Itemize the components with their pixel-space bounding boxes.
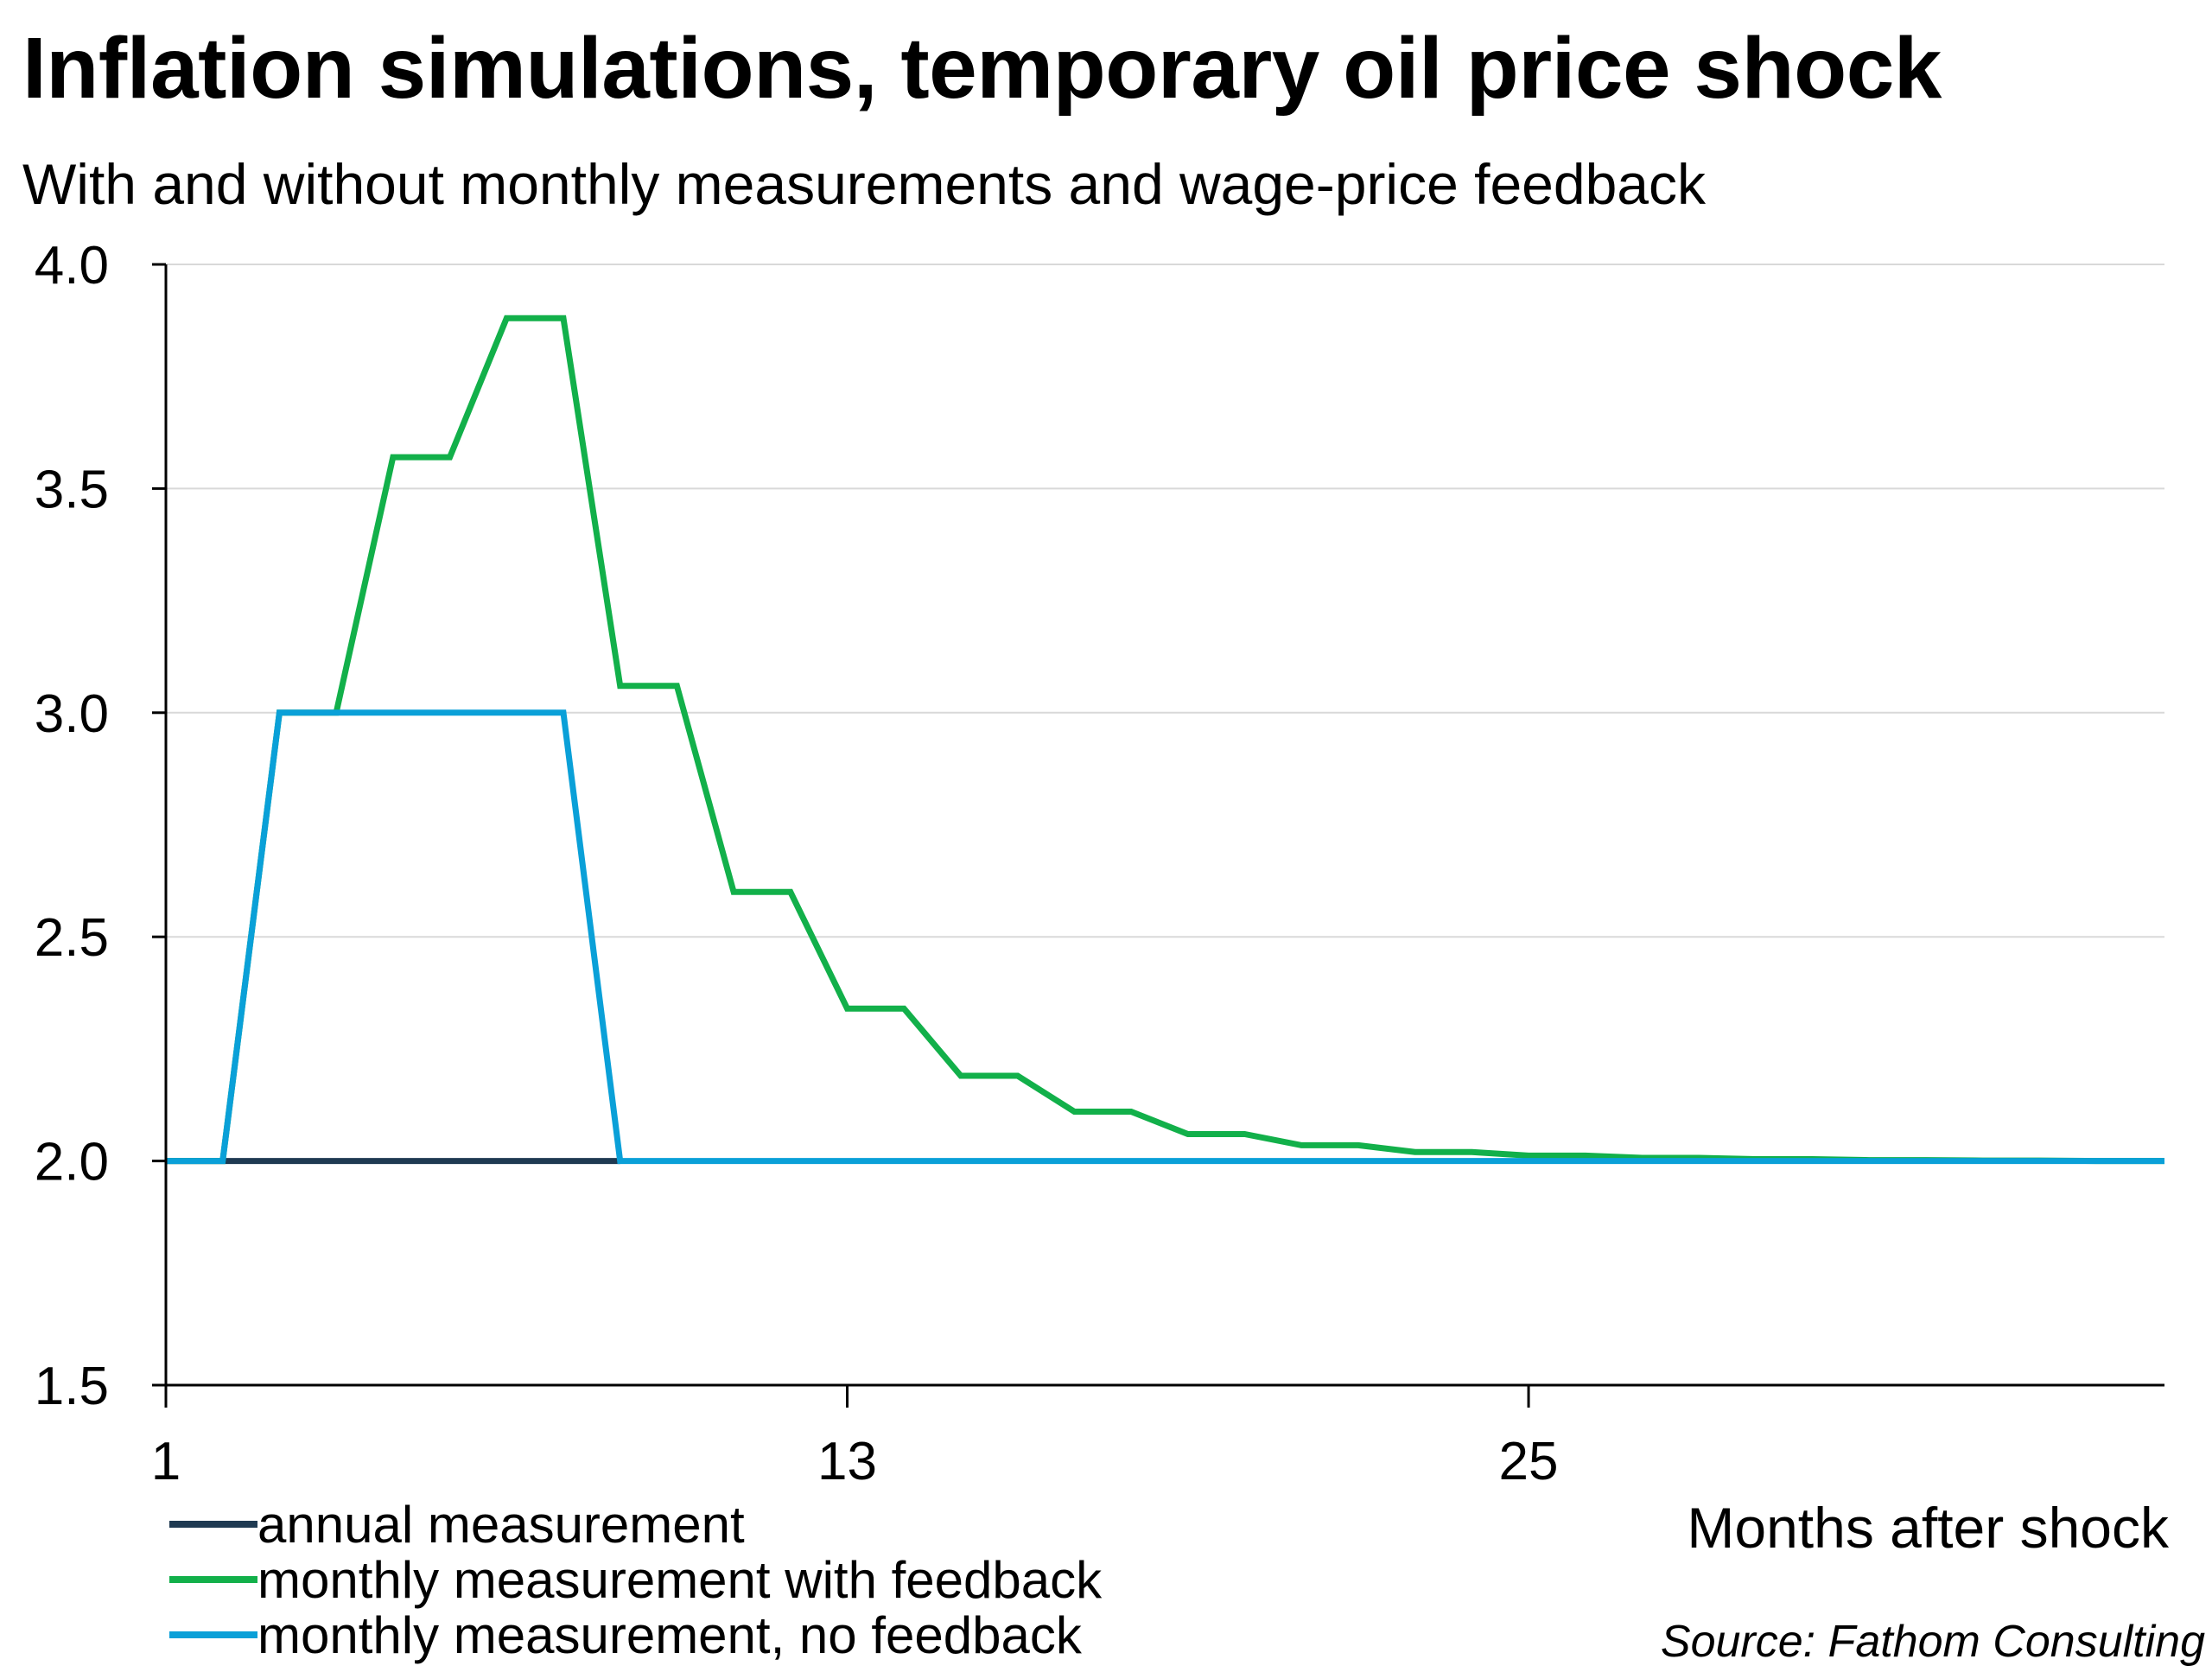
y-tick-label-1: 3.5 bbox=[35, 460, 109, 519]
series-line-1 bbox=[166, 315, 2164, 1165]
x-axis-label: Months after shock bbox=[1687, 1496, 2169, 1560]
legend-item-annual: annual measurement bbox=[169, 1495, 1102, 1554]
legend-item-with-feedback: monthly measurement with feedback bbox=[169, 1550, 1103, 1609]
chart-subtitle: With and without monthly measurements an… bbox=[22, 152, 1706, 216]
series-line-2 bbox=[166, 709, 2164, 1165]
x-tick-label-1: 13 bbox=[817, 1432, 877, 1491]
legend-swatch-annual bbox=[169, 1521, 257, 1528]
legend-item-no-feedback: monthly measurement, no feedback bbox=[169, 1605, 1102, 1664]
chart-title: Inflation simulations, temporary oil pri… bbox=[22, 20, 1942, 117]
y-tick-label-4: 2.0 bbox=[35, 1133, 109, 1192]
y-tick-label-0: 4.0 bbox=[35, 236, 109, 296]
legend-label-annual: annual measurement bbox=[257, 1495, 745, 1554]
x-tick-label-0: 1 bbox=[151, 1432, 181, 1491]
source-note: Source: Fathom Consulting bbox=[1660, 1617, 2205, 1667]
legend-label-with-feedback: monthly measurement with feedback bbox=[257, 1550, 1103, 1609]
y-tick-label-2: 3.0 bbox=[35, 684, 109, 744]
legend-swatch-no-feedback bbox=[169, 1631, 257, 1638]
legend: annual measurement monthly measurement w… bbox=[169, 1495, 1103, 1664]
legend-label-no-feedback: monthly measurement, no feedback bbox=[257, 1605, 1082, 1664]
legend-swatch-with-feedback bbox=[169, 1576, 257, 1583]
x-tick-label-2: 25 bbox=[1499, 1432, 1559, 1491]
y-tick-label-5: 1.5 bbox=[35, 1357, 109, 1416]
y-tick-label-3: 2.5 bbox=[35, 908, 109, 968]
